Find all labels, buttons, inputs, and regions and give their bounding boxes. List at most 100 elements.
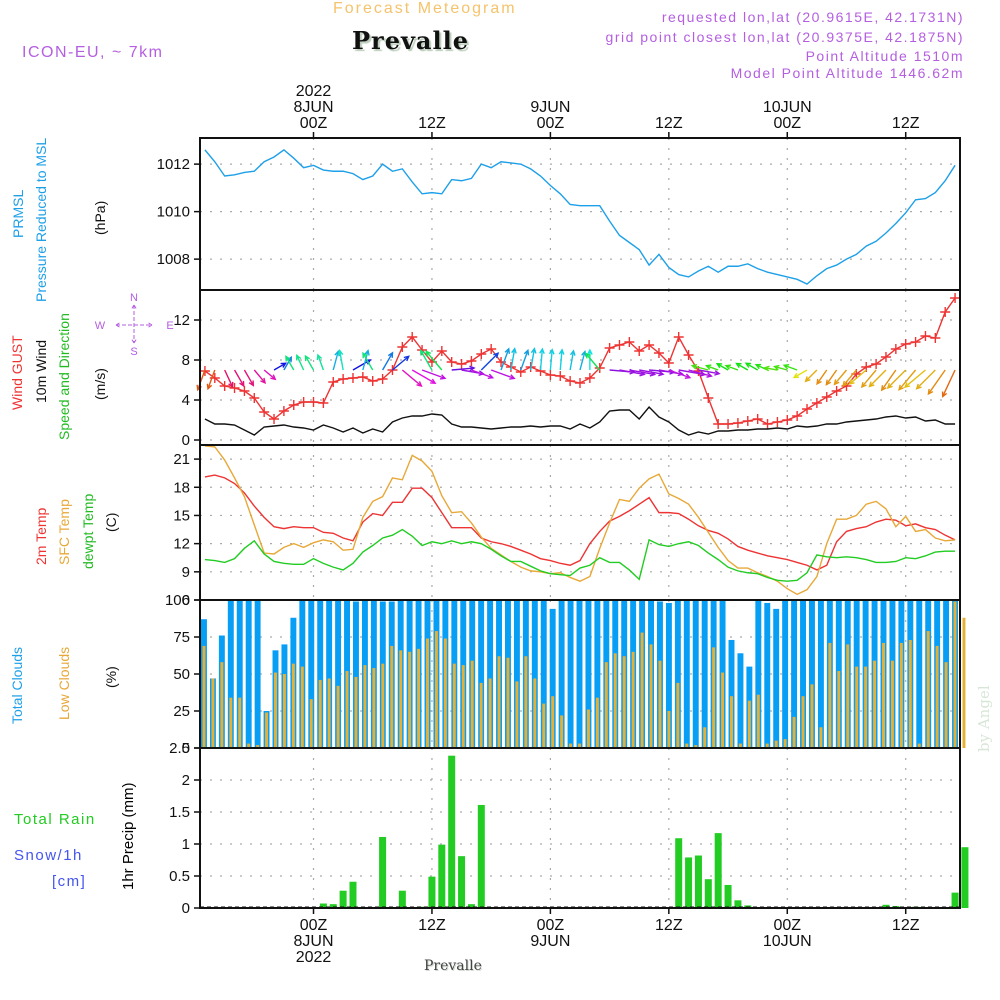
gust-marker (486, 344, 497, 354)
gust-marker (723, 419, 734, 429)
wind-ytick-label: 4 (182, 392, 190, 409)
precip-legend-total-rain: Total Rain (14, 811, 96, 828)
wind-arrow (548, 348, 555, 371)
wind-arrow-head (558, 348, 565, 355)
wind-arrow-shaft (805, 369, 818, 382)
low-cloud-bar (408, 651, 412, 748)
clouds-ytick-label: 25 (173, 703, 190, 720)
wind-arrow (898, 369, 917, 391)
wind-arrow-shaft (285, 356, 295, 371)
footer-station-name: Prevalle (424, 958, 482, 974)
wind-arrow-head (584, 352, 591, 359)
wind-arrow-shaft (207, 369, 216, 389)
series-line-2m-temp (204, 474, 956, 571)
gust-marker (653, 348, 664, 358)
wind-ytick-label: 12 (173, 312, 190, 329)
wind-arrow (411, 369, 437, 385)
precip-bar (734, 900, 742, 908)
wind-arrow-head (304, 354, 311, 362)
precip-legend-snow-unit: [cm] (52, 873, 87, 890)
wind-arrow (698, 369, 721, 376)
gust-marker (673, 332, 684, 342)
gust-marker (871, 359, 882, 369)
low-cloud-bar (452, 663, 456, 748)
total-cloud-bar (755, 600, 762, 748)
wind-arrow-head (430, 378, 437, 385)
low-cloud-bar (390, 645, 394, 748)
gust-marker (821, 392, 832, 402)
gust-marker (644, 340, 655, 350)
wind-ytick-label: 0 (182, 432, 190, 449)
low-cloud-bar (944, 662, 948, 748)
gust-marker (367, 376, 378, 386)
wind-arrow-head (754, 363, 762, 370)
low-cloud-bar (908, 639, 912, 748)
wind-arrow-head (248, 380, 255, 387)
low-cloud-bar (399, 650, 403, 748)
wind-arrow-shaft (668, 369, 691, 379)
precip-bar (448, 755, 456, 908)
wind-ytick-label: 8 (182, 352, 190, 369)
precip-bar (398, 890, 406, 908)
wind-arrow-shaft (833, 369, 848, 385)
clouds-ytick-label: 50 (173, 666, 190, 683)
station-name: Prevalle (352, 26, 469, 55)
wind-arrow-shaft (764, 367, 778, 371)
low-cloud-bar (604, 662, 608, 748)
low-cloud-bar (238, 697, 242, 748)
x-axis-top-label: 00Z (773, 115, 801, 132)
low-cloud-bar (426, 638, 429, 748)
wind-arrow-head (704, 364, 712, 370)
wind-arrow (224, 369, 234, 389)
wind-arrow-shaft (698, 369, 720, 375)
wind-arrow (688, 369, 713, 378)
gust-marker (594, 363, 605, 373)
total-cloud-bar (245, 600, 252, 748)
wind-arrow-shaft (539, 348, 544, 371)
wind-arrow (868, 369, 887, 388)
wind-arrow-shaft (745, 362, 759, 371)
point-altitude: Point Altitude 1510m (805, 48, 964, 64)
total-cloud-bar (531, 600, 538, 748)
wind-arrow-shaft (317, 354, 325, 371)
wind-arrow (243, 369, 255, 387)
wind-arrow-head (439, 374, 447, 380)
wind-arrow (316, 353, 325, 371)
gust-marker (555, 371, 566, 381)
x-axis-bottom-label: 12Z (655, 917, 683, 934)
wind-arrow (744, 362, 759, 371)
wind-arrow-head (539, 347, 545, 354)
wind-arrow-head (833, 379, 840, 386)
total-cloud-bar (487, 600, 494, 748)
low-cloud-bar (667, 711, 671, 748)
precip-bar (724, 884, 732, 908)
wind-arrow-shaft (725, 364, 739, 371)
wind-arrow-shaft (362, 350, 369, 371)
low-cloud-bar (792, 716, 796, 748)
precip-panel-frame (199, 747, 961, 909)
wind-arrow (392, 355, 410, 371)
low-cloud-bar (685, 743, 689, 748)
wind-arrow (690, 363, 709, 371)
low-cloud-bar (846, 644, 850, 748)
gust-marker (792, 411, 803, 421)
gust-marker (703, 393, 714, 403)
wind-arrow (253, 369, 267, 384)
x-axis-top-label: 10JUN (763, 99, 812, 116)
wind-arrow-head (228, 381, 234, 389)
wind-arrow-head (792, 372, 800, 379)
compass-e: E (166, 320, 173, 332)
wind-arrow (715, 362, 729, 371)
low-cloud-bar (300, 666, 304, 748)
wind-arrow (639, 369, 665, 377)
low-cloud-bar (783, 739, 787, 748)
precip-ytick-label: 0.5 (169, 868, 190, 885)
precip-bar (319, 903, 327, 908)
low-cloud-bar (345, 671, 349, 748)
wind-arrow-head (295, 354, 302, 361)
gust-marker (308, 397, 319, 407)
wind-arrow-head (903, 382, 911, 389)
wind-arrow (763, 365, 778, 372)
wind-arrow (471, 369, 495, 380)
low-cloud-bar (220, 662, 224, 748)
